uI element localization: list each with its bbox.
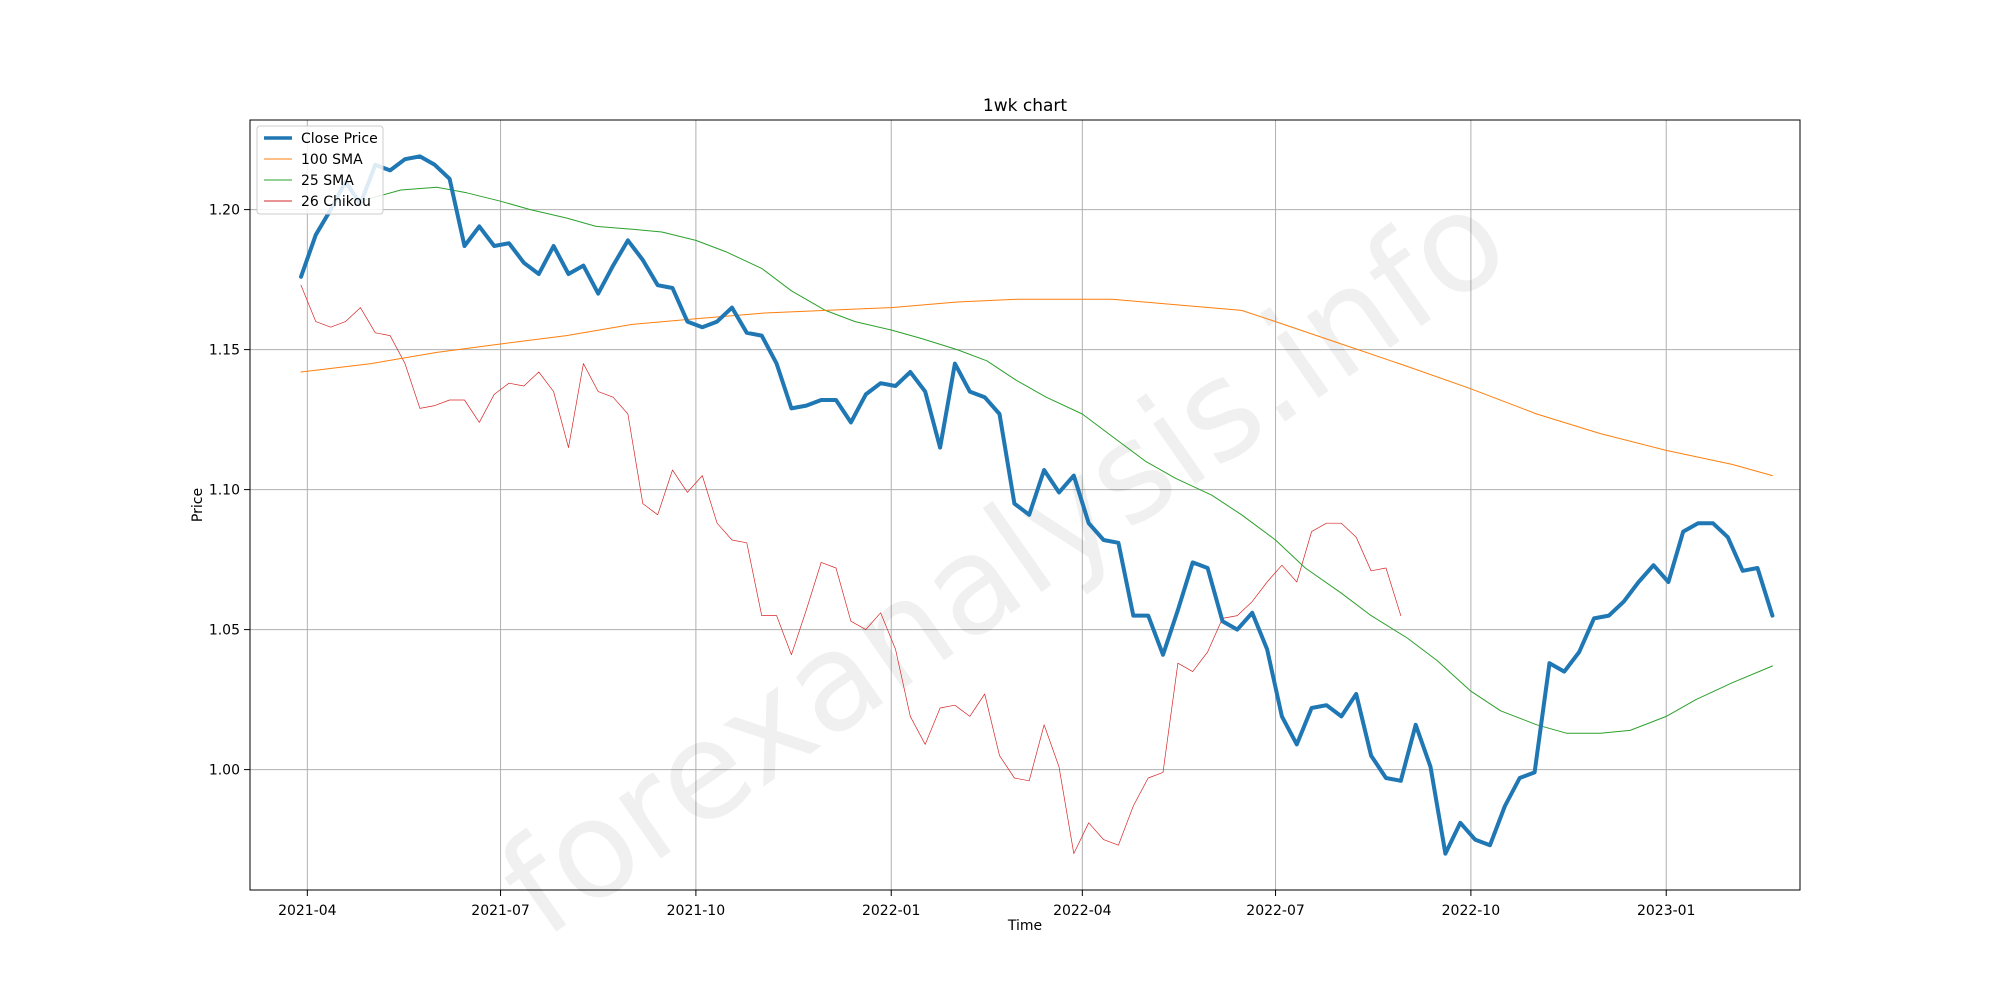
- x-tick-label: 2022-07: [1246, 903, 1305, 919]
- series-line-close-price: [299, 154, 1775, 856]
- chart-title: 1wk chart: [983, 96, 1067, 116]
- x-tick-label: 2023-01: [1637, 903, 1696, 919]
- legend-label-26-chikou: 26 Chikou: [301, 194, 371, 210]
- watermark: forexanalysis.info: [473, 157, 1535, 966]
- x-tick-label: 2021-04: [278, 903, 337, 919]
- x-tick-label: 2021-07: [471, 903, 530, 919]
- plot-frame: [249, 119, 1801, 891]
- x-tick-label: 2022-10: [1442, 903, 1501, 919]
- y-tick-label: 1.15: [209, 343, 240, 359]
- legend-frame: [256, 125, 384, 215]
- y-tick-label: 1.00: [209, 763, 240, 779]
- series-line-26-chikou: [300, 284, 1402, 854]
- x-tick-label: 2022-04: [1053, 903, 1112, 919]
- legend-label-25-sma: 25 SMA: [301, 173, 354, 189]
- y-tick-label: 1.10: [209, 483, 240, 499]
- x-axis: 2021-04 2021-07 2021-10 2022-01 2022-04 2022-…: [278, 890, 1695, 919]
- x-axis-label: Time: [1007, 918, 1042, 934]
- series-line-25-sma: [359, 186, 1773, 734]
- legend: Close Price 100 SMA 25 SMA 26 Chikou: [256, 125, 384, 215]
- x-tick-label: 2021-10: [667, 903, 726, 919]
- series-layer: [299, 154, 1775, 856]
- y-tick-label: 1.05: [209, 623, 240, 639]
- x-tick-label: 2022-01: [862, 903, 921, 919]
- legend-label-100-sma: 100 SMA: [301, 152, 363, 168]
- y-axis-label: Price: [190, 488, 206, 522]
- legend-label-close-price: Close Price: [301, 131, 378, 147]
- y-tick-label: 1.20: [209, 203, 240, 219]
- y-axis: 1.00 1.05 1.10 1.15 1.20: [209, 203, 250, 779]
- series-line-100-sma: [300, 298, 1773, 477]
